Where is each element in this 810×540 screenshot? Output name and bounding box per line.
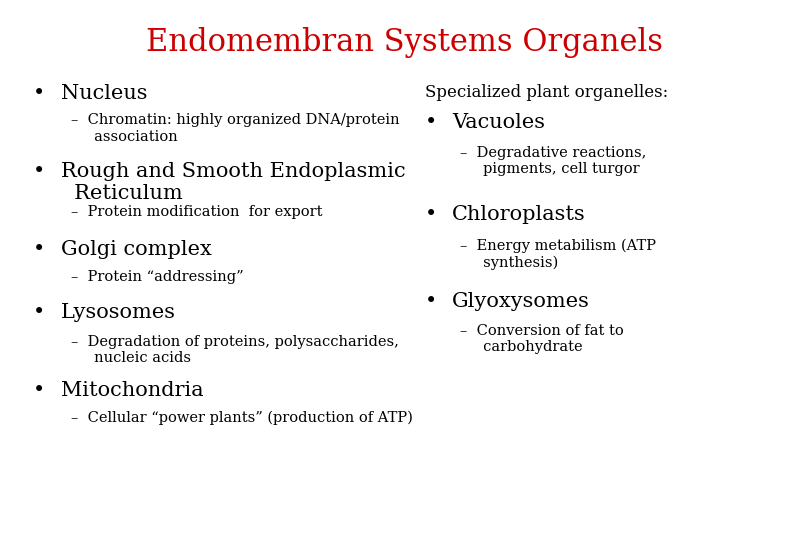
Text: –  Degradative reactions,
     pigments, cell turgor: – Degradative reactions, pigments, cell … xyxy=(460,146,646,176)
Text: •: • xyxy=(32,84,45,103)
Text: •: • xyxy=(425,113,437,132)
Text: Rough and Smooth Endoplasmic
  Reticulum: Rough and Smooth Endoplasmic Reticulum xyxy=(61,162,405,203)
Text: •: • xyxy=(425,205,437,224)
Text: –  Degradation of proteins, polysaccharides,
     nucleic acids: – Degradation of proteins, polysaccharid… xyxy=(71,335,399,365)
Text: –  Cellular “power plants” (production of ATP): – Cellular “power plants” (production of… xyxy=(71,410,413,425)
Text: •: • xyxy=(425,292,437,310)
Text: –  Conversion of fat to
     carbohydrate: – Conversion of fat to carbohydrate xyxy=(460,324,624,354)
Text: Chloroplasts: Chloroplasts xyxy=(452,205,586,224)
Text: Lysosomes: Lysosomes xyxy=(61,303,176,322)
Text: –  Protein modification  for export: – Protein modification for export xyxy=(71,205,322,219)
Text: –  Chromatin: highly organized DNA/protein
     association: – Chromatin: highly organized DNA/protei… xyxy=(71,113,400,144)
Text: Nucleus: Nucleus xyxy=(61,84,147,103)
Text: •: • xyxy=(32,381,45,400)
Text: •: • xyxy=(32,162,45,181)
Text: •: • xyxy=(32,303,45,322)
Text: Golgi complex: Golgi complex xyxy=(61,240,211,259)
Text: •: • xyxy=(32,240,45,259)
Text: Mitochondria: Mitochondria xyxy=(61,381,203,400)
Text: Vacuoles: Vacuoles xyxy=(452,113,545,132)
Text: Glyoxysomes: Glyoxysomes xyxy=(452,292,590,310)
Text: –  Energy metabilism (ATP
     synthesis): – Energy metabilism (ATP synthesis) xyxy=(460,239,656,270)
Text: –  Protein “addressing”: – Protein “addressing” xyxy=(71,270,244,284)
Text: Endomembran Systems Organels: Endomembran Systems Organels xyxy=(147,27,663,58)
Text: Specialized plant organelles:: Specialized plant organelles: xyxy=(425,84,668,100)
